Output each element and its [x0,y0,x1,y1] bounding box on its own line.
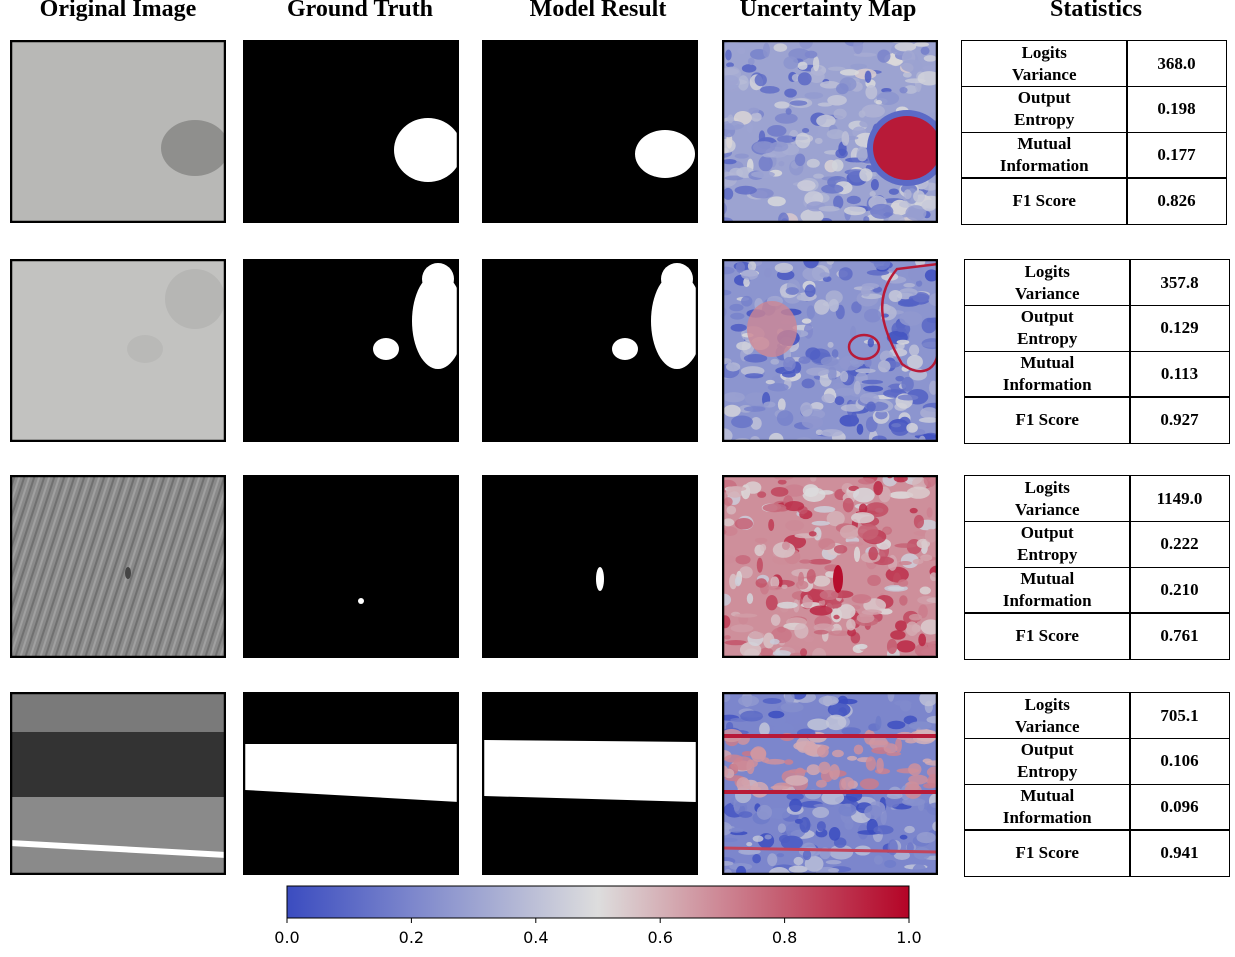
stat-value: 0.177 [1126,131,1227,179]
ground-truth-mask [243,40,459,223]
ground-truth-mask [243,692,459,875]
stat-label: Logits Variance [964,692,1131,740]
stat-value: 1149.0 [1129,475,1230,523]
ground-truth-mask [243,259,459,442]
model-result-mask [482,692,698,875]
stat-label: F1 Score [961,177,1128,225]
stat-label: Output Entropy [961,85,1128,133]
uncertainty-map [722,259,938,442]
stat-label: Output Entropy [964,737,1131,785]
colorbar-tick-label: 0.6 [647,928,673,947]
colorbar-gradient [286,885,910,919]
uncertainty-map [722,692,938,875]
stat-label: Mutual Information [961,131,1128,179]
stat-value: 0.826 [1126,177,1227,225]
stat-value: 0.927 [1129,396,1230,444]
stat-value: 0.096 [1129,783,1230,831]
stat-label: Mutual Information [964,566,1131,614]
stat-value: 357.8 [1129,259,1230,307]
stat-value: 0.222 [1129,520,1230,568]
column-header: Original Image [39,0,197,22]
colorbar-tick-label: 0.2 [398,928,425,947]
original-image [10,259,226,442]
stat-label: F1 Score [964,829,1131,877]
column-header: Statistics [1050,0,1142,22]
stat-value: 368.0 [1126,40,1227,88]
model-result-mask [482,40,698,223]
colorbar-tick-label: 1.0 [896,928,922,947]
stat-label: Mutual Information [964,350,1131,398]
stat-label: Logits Variance [964,475,1131,523]
stat-label: Output Entropy [964,304,1131,352]
stat-value: 0.761 [1129,612,1230,660]
stat-value: 0.106 [1129,737,1230,785]
stat-label: Logits Variance [961,40,1128,88]
stat-label: Logits Variance [964,259,1131,307]
colorbar-tick-label: 0.0 [274,928,300,947]
stat-value: 0.198 [1126,85,1227,133]
uncertainty-map [722,40,938,223]
stat-value: 0.941 [1129,829,1230,877]
original-image [10,692,226,875]
column-header: Ground Truth [286,0,434,22]
ground-truth-mask [243,475,459,658]
column-header: Model Result [529,0,667,22]
stat-label: F1 Score [964,396,1131,444]
original-image [10,40,226,223]
stat-value: 705.1 [1129,692,1230,740]
stat-label: Mutual Information [964,783,1131,831]
stat-value: 0.210 [1129,566,1230,614]
stat-value: 0.129 [1129,304,1230,352]
uncertainty-map [722,475,938,658]
colorbar-tick-label: 0.4 [523,928,549,947]
colorbar-tick-label: 0.8 [771,928,798,947]
stat-label: F1 Score [964,612,1131,660]
stat-value: 0.113 [1129,350,1230,398]
model-result-mask [482,475,698,658]
original-image [10,475,226,658]
stat-label: Output Entropy [964,520,1131,568]
column-header: Uncertainty Map [739,0,917,22]
model-result-mask [482,259,698,442]
